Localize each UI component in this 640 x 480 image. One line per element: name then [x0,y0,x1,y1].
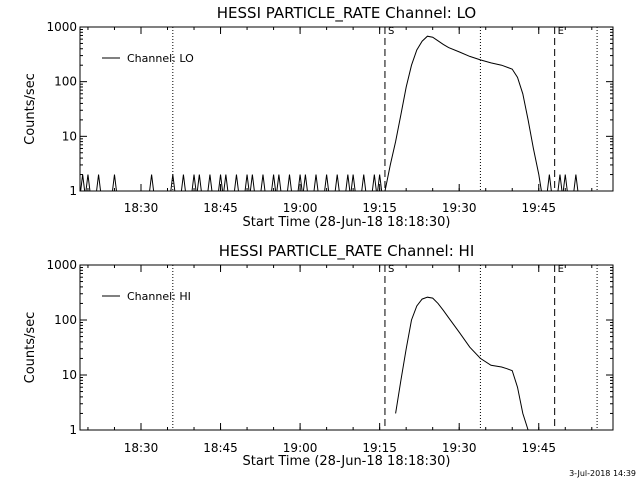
noise-spike [286,174,292,192]
noise-spike [196,174,202,192]
x-tick-label: 19:45 [521,201,556,215]
x-tick-label: 19:30 [442,441,477,455]
chart-title: HESSI PARTICLE_RATE Channel: HI [219,242,475,261]
x-tick-label: 19:30 [442,201,477,215]
noise-spike [297,174,303,192]
noise-spike [562,174,568,192]
x-tick-label: 18:30 [124,201,159,215]
noise-spike [271,174,277,192]
x-tick-label: 19:15 [362,201,397,215]
noise-spike [361,174,367,192]
noise-spike [80,174,86,192]
noise-spike [313,174,319,192]
noise-spike [334,174,340,192]
noise-spike [377,174,383,192]
noise-spike [149,174,155,192]
y-axis-label: Counts/sec [23,73,38,145]
series-line [395,296,529,431]
x-tick-label: 19:45 [521,441,556,455]
noise-spike [85,174,91,192]
noise-spike [96,174,102,192]
x-tick-label: 18:45 [203,441,238,455]
y-tick-label: 1 [69,423,77,437]
noise-spike [557,174,563,192]
y-tick-label: 100 [54,313,77,327]
noise-spike [302,174,308,192]
x-tick-label: 19:15 [362,441,397,455]
x-axis-label: Start Time (28-Jun-18 18:18:30) [243,454,451,469]
noise-spike [233,174,239,192]
noise-spike [324,174,330,192]
y-tick-label: 100 [54,75,77,89]
marker-label: S [388,264,394,275]
noise-spike [546,174,552,192]
noise-spike [345,174,351,192]
x-tick-label: 18:30 [124,441,159,455]
y-tick-label: 1 [69,184,77,198]
noise-spike [371,174,377,192]
series-line [384,35,542,192]
x-tick-label: 19:00 [283,441,318,455]
noise-spike [350,174,356,192]
noise-spike [170,174,176,192]
marker-label: E [558,26,564,37]
noise-spike [191,174,197,192]
plot-frame [79,26,614,192]
noise-spike [223,174,229,192]
legend-label: Channel: LO [127,52,194,65]
noise-spike [249,174,255,192]
x-tick-label: 18:45 [203,201,238,215]
noise-spike [218,174,224,192]
noise-spike [207,174,213,192]
y-tick-label: 1000 [46,20,77,34]
chart-title: HESSI PARTICLE_RATE Channel: LO [217,4,476,23]
noise-spike [260,174,266,192]
timestamp: 3-Jul-2018 14:39 [569,469,636,478]
y-tick-label: 10 [62,129,77,143]
plot-frame [79,264,614,431]
x-tick-label: 19:00 [283,201,318,215]
x-axis-label: Start Time (28-Jun-18 18:18:30) [243,215,451,230]
noise-spike [573,174,579,192]
y-tick-label: 1000 [46,258,77,272]
noise-spike [111,174,117,192]
y-axis-label: Counts/sec [23,312,38,384]
noise-spike [244,174,250,192]
noise-spike [276,174,282,192]
marker-label: E [558,264,564,275]
legend-label: Channel: HI [127,290,191,303]
y-tick-label: 10 [62,368,77,382]
marker-label: S [388,26,394,37]
noise-spike [180,174,186,192]
